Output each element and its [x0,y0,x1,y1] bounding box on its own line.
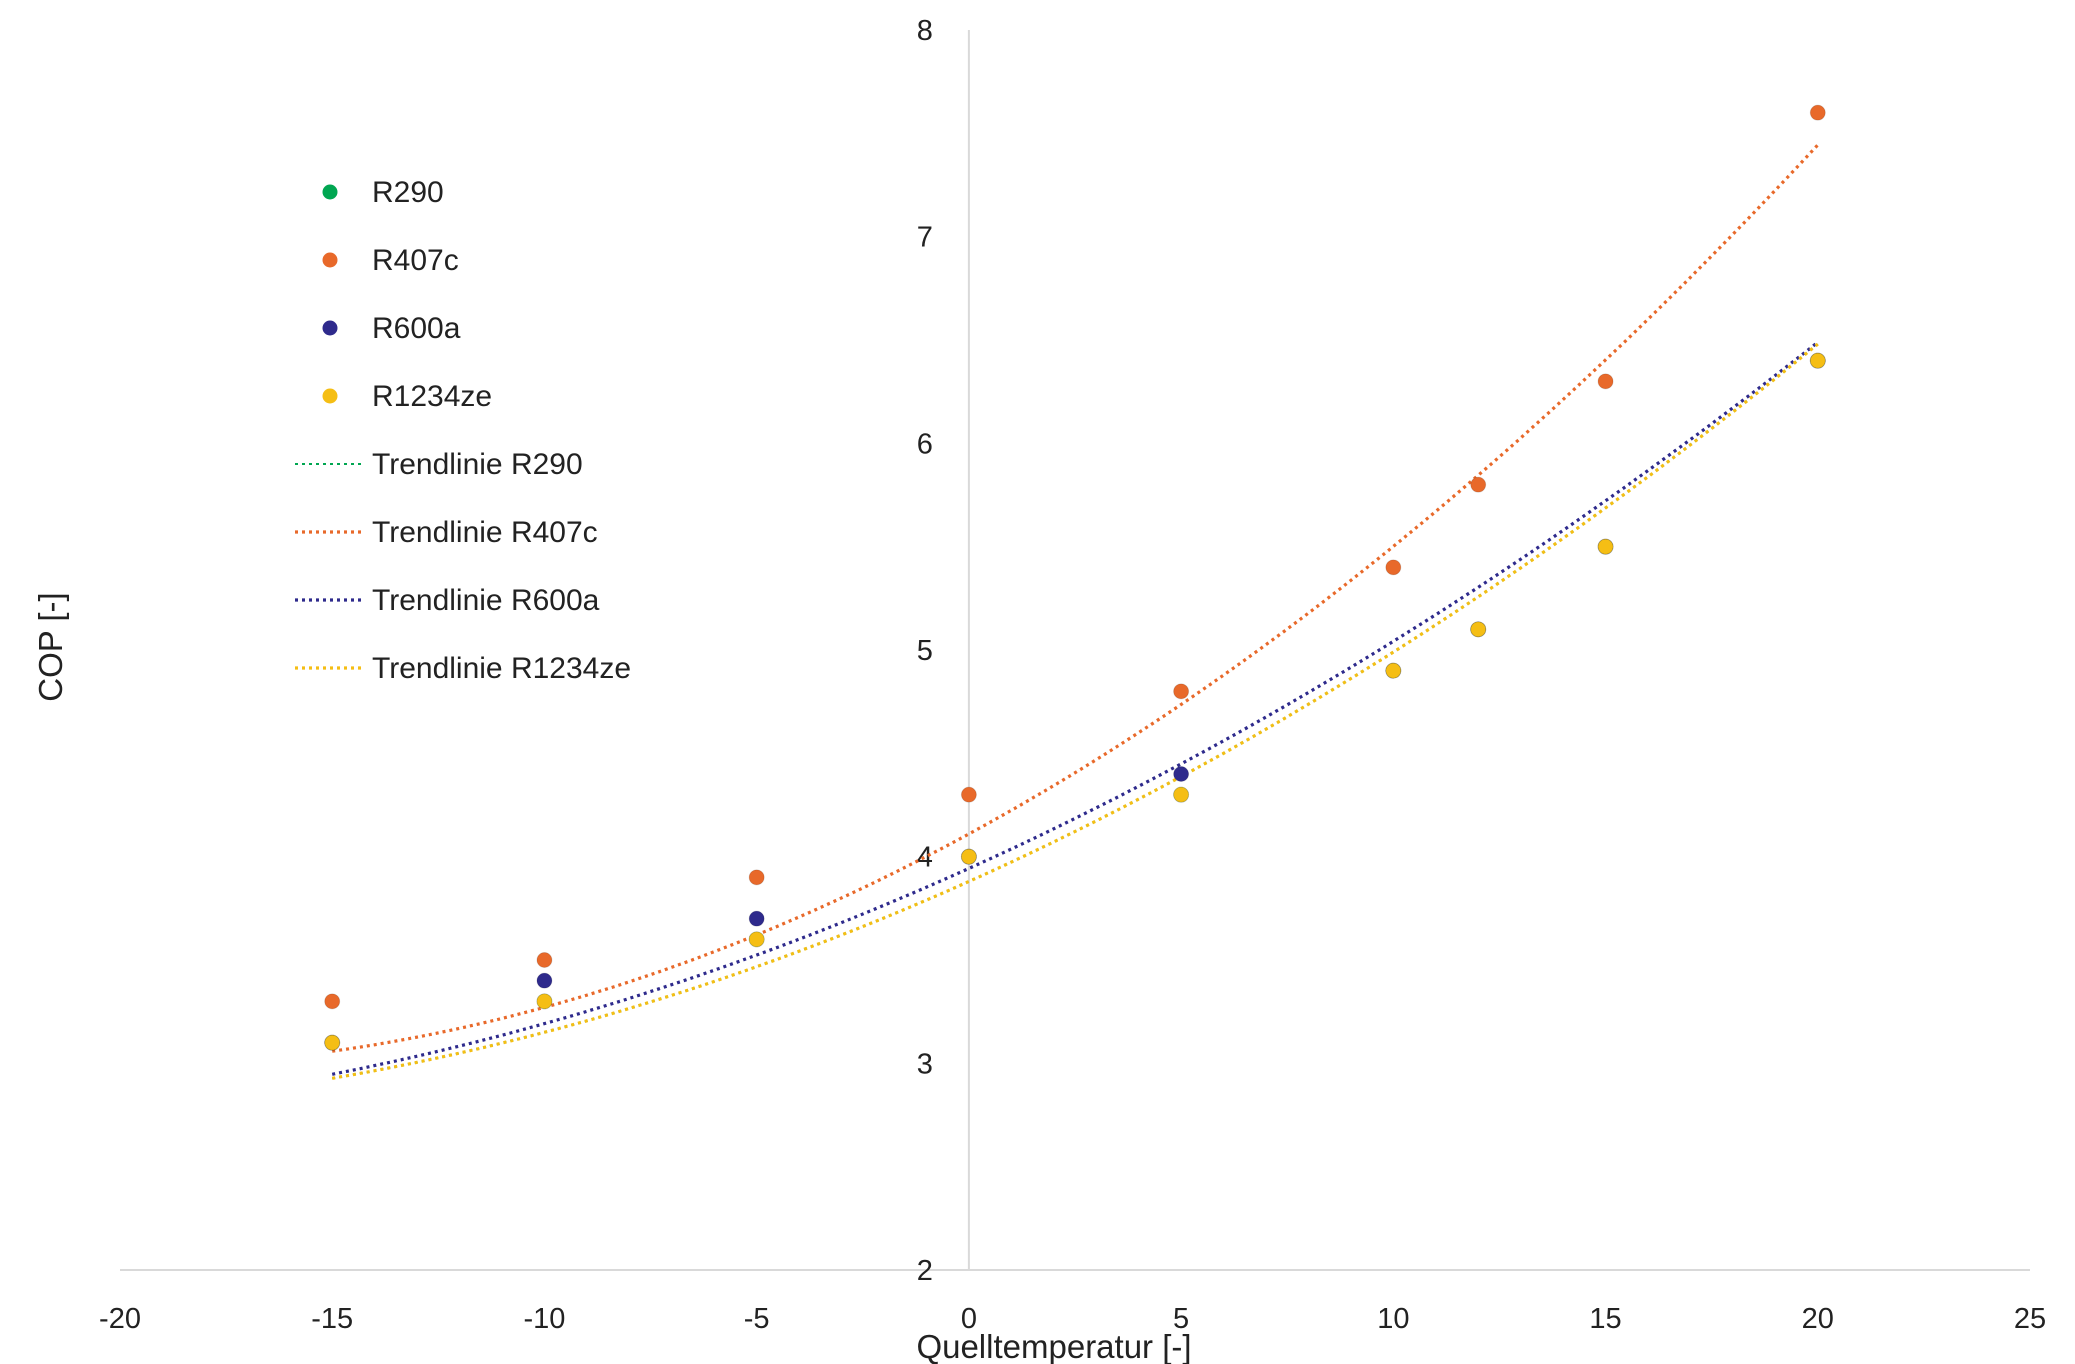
legend-marker-r600a [322,320,338,336]
legend-marker-r290 [322,184,338,200]
point-r600a [748,910,765,927]
legend-label: R1234ze [372,380,492,413]
x-tick-label: 15 [1589,1303,1621,1335]
trendline-r407c [331,143,1819,1053]
y-tick-label: 6 [917,428,933,460]
point-r407c [1385,559,1402,576]
legend-marker-r1234ze [322,388,338,404]
y-tick-label: 3 [917,1048,933,1080]
point-r1234ze [1597,538,1614,555]
x-tick-label: -20 [99,1303,141,1335]
point-r1234ze [1809,352,1826,369]
point-r407c [536,952,553,968]
x-axis-title: Quelltemperatur [-] [916,1328,1191,1364]
point-r1234ze [748,931,765,948]
y-tick-labels: 2 3 4 5 6 7 8 [917,15,933,1287]
point-r407c [1470,476,1487,493]
x-tick-labels: -20 -15 -10 -5 0 5 10 15 20 25 [99,1303,2046,1335]
point-r407c [1597,373,1614,390]
point-r407c [1809,104,1826,121]
x-tick-label: 25 [2014,1303,2046,1335]
trendlines [331,143,1819,1080]
x-tick-label: 10 [1377,1303,1409,1335]
point-r407c [748,869,765,886]
y-tick-label: 4 [917,842,933,874]
point-r600a [536,972,553,989]
point-r1234ze [324,1034,341,1051]
legend-label: R290 [372,176,444,209]
y-tick-label: 5 [917,635,933,667]
x-tick-label: 5 [1173,1303,1189,1335]
legend-label: Trendlinie R407c [372,516,598,549]
point-r1234ze [1173,786,1190,803]
legend-label: Trendlinie R1234ze [372,652,631,685]
y-tick-label: 8 [917,15,933,47]
x-tick-label: -5 [744,1303,770,1335]
y-tick-label: 7 [917,222,933,254]
x-tick-label: 0 [961,1303,977,1335]
legend: R290 R407c R600a R1234ze Trendlinie R290 Tren… [295,176,631,685]
trendline-r1234ze [331,342,1819,1080]
point-r1234ze [1470,621,1487,638]
legend-label: R407c [372,244,459,277]
x-tick-label: -15 [311,1303,353,1335]
legend-label: R600a [372,312,461,345]
point-r1234ze [960,848,977,865]
point-r407c [960,786,977,803]
point-r407c [324,993,341,1010]
point-r1234ze [536,993,553,1010]
point-r407c [1173,683,1190,700]
data-points [324,104,1826,1051]
point-r600a [1173,766,1190,782]
legend-label: Trendlinie R600a [372,584,600,617]
y-tick-label: 2 [917,1255,933,1287]
y-axis-title: COP [-] [32,592,69,701]
x-tick-label: 20 [1802,1303,1834,1335]
legend-label: Trendlinie R290 [372,448,583,481]
x-tick-label: -10 [523,1303,565,1335]
legend-marker-r407c [322,252,338,268]
point-r1234ze [1385,662,1402,679]
